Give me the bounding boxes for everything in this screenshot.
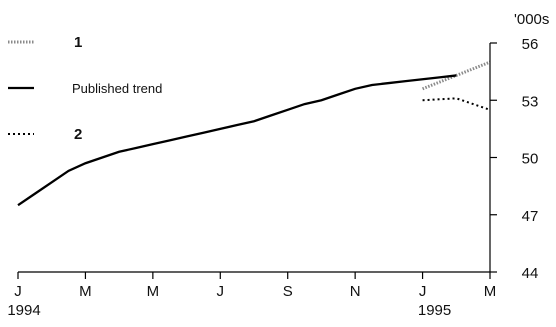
x-tick-label: S	[283, 283, 293, 300]
y-tick-label: 44	[522, 265, 539, 282]
year-label: 1994	[7, 302, 40, 319]
x-tick-label: J	[14, 283, 22, 300]
x-tick-label: M	[147, 283, 160, 300]
legend-label: 1	[74, 34, 82, 51]
series-layer	[17, 60, 491, 207]
y-tick-label: 50	[522, 151, 539, 168]
legend-label: Published trend	[72, 81, 162, 96]
y-tick-label: 47	[522, 208, 539, 225]
series-line	[17, 74, 457, 207]
year-label: 1995	[418, 302, 451, 319]
x-tick-label: N	[350, 283, 361, 300]
legend: 1 Published trend 2	[8, 34, 162, 143]
y-tick-label: 53	[522, 93, 539, 110]
x-tick-label: M	[79, 283, 92, 300]
y-axis-unit-label: '000s	[514, 11, 549, 28]
x-tick-label: J	[217, 283, 225, 300]
x-tick-label: J	[419, 283, 427, 300]
series-line	[422, 97, 491, 111]
legend-label: 2	[74, 126, 82, 143]
x-tick-label: M	[484, 283, 497, 300]
y-tick-label: 56	[522, 36, 539, 53]
axis-layer: J M M J S N J M 1994 1995 44 47 50 53 56 '000s	[7, 11, 549, 319]
